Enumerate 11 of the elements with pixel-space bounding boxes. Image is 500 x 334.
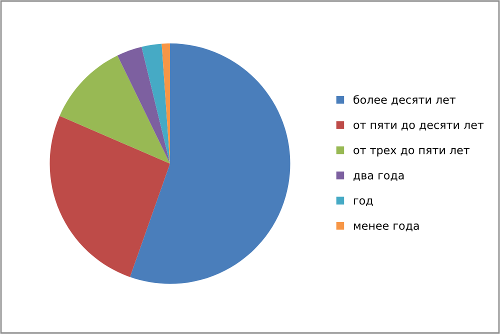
legend-label: более десяти лет	[354, 95, 456, 106]
pie-slice	[142, 44, 170, 164]
pie-slice	[117, 46, 170, 164]
pie-slice	[130, 43, 290, 284]
legend-label: менее года	[354, 224, 419, 232]
legend-label: два года	[354, 173, 404, 181]
pie-slice	[50, 116, 170, 278]
pie-slice	[60, 56, 170, 164]
legend-label: год	[354, 198, 373, 206]
legend-label: от трех до пяти лет	[354, 148, 470, 156]
legend-label: от пяти до десяти лет	[354, 122, 484, 130]
